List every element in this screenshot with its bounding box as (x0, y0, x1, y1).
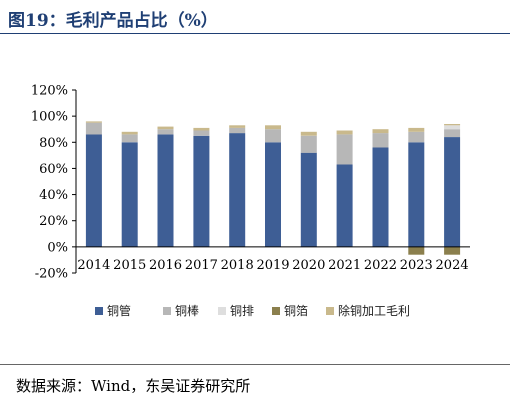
x-tick-label: 2024 (436, 258, 469, 273)
legend: 铜管 铜棒 铜排 铜箔 除铜加工毛利 (95, 303, 410, 318)
bar-segment (372, 147, 389, 247)
y-tick-label: 100% (31, 110, 68, 125)
bar-segment (336, 130, 353, 135)
bar-segment (85, 122, 102, 135)
legend-swatch (272, 307, 280, 315)
legend-label: 铜管 (107, 303, 131, 318)
bar-segment (265, 129, 281, 143)
y-axis: 120% 100% 80% 60% 40% 20% 0% -20% (31, 84, 77, 282)
x-tick-label: 2014 (77, 258, 110, 273)
x-tick-label: 2022 (364, 258, 397, 273)
y-tick-label: 40% (39, 188, 68, 203)
x-tick-label: 2021 (328, 258, 361, 273)
y-tick-label: 80% (39, 136, 68, 151)
stacked-bar-chart: 120%100%80%60%40%20%0%-20% 2014 2015 2016 2… (31, 84, 470, 318)
x-tick-label: 2017 (185, 258, 218, 273)
bar-segment (408, 131, 425, 143)
bar-segment (85, 134, 102, 247)
legend-swatch (163, 307, 171, 315)
bar-segment (300, 131, 317, 136)
bars-layer (85, 121, 461, 255)
bar-segment (229, 127, 246, 134)
bar-segment (193, 130, 210, 136)
legend-swatch (218, 307, 226, 315)
bar-segment (121, 142, 138, 247)
bar-segment (193, 135, 210, 247)
x-tick-label: 2018 (221, 258, 254, 273)
bar-segment (229, 125, 246, 128)
y-tick-label: -20% (35, 267, 68, 282)
bar-segment (229, 133, 246, 247)
bar-segment (372, 133, 389, 148)
title-divider (0, 33, 510, 34)
y-tick-label: 0% (47, 240, 68, 255)
bar-segment (408, 127, 425, 132)
bar-segment (265, 142, 281, 247)
x-tick-label: 2015 (113, 258, 146, 273)
x-tick-label: 2023 (400, 258, 433, 273)
y-tick-label: 60% (39, 162, 68, 177)
legend-label: 铜排 (230, 303, 254, 318)
bar-segment (336, 164, 353, 247)
bar-segment (300, 135, 317, 153)
bar-segment (121, 131, 138, 135)
legend-label: 铜箔 (284, 303, 308, 318)
bar-segment (265, 125, 281, 130)
bar-segment (444, 129, 461, 137)
x-tick-label: 2020 (292, 258, 325, 273)
bar-segment (444, 125, 461, 130)
bar-segment (193, 127, 210, 131)
bar-segment (85, 121, 102, 123)
source-note: 数据来源：Wind，东吴证券研究所 (16, 377, 251, 395)
bar-segment (444, 124, 461, 126)
x-tick-label: 2016 (149, 258, 182, 273)
bar-segment (444, 137, 461, 247)
legend-label: 除铜加工毛利 (338, 303, 410, 318)
source-divider (0, 364, 510, 365)
y-tick-label: 20% (39, 214, 68, 229)
bar-segment (157, 126, 174, 130)
x-axis: 2014 2015 2016 2017 2018 2019 2020 2021 2022 2023… (76, 246, 470, 273)
legend-swatch (326, 307, 334, 315)
bar-segment (157, 134, 174, 247)
bar-segment (300, 152, 317, 247)
bar-segment (372, 129, 389, 134)
x-tick-label: 2019 (256, 258, 289, 273)
bar-segment (444, 246, 461, 255)
bar-segment (336, 134, 353, 165)
legend-label: 铜棒 (175, 303, 199, 318)
bar-segment (408, 246, 425, 255)
bar-segment (121, 134, 138, 143)
legend-swatch (95, 307, 103, 315)
chart-title: 图19：毛利产品占比（%） (8, 11, 218, 31)
y-tick-label: 120% (31, 84, 68, 99)
bar-segment (408, 142, 425, 247)
bar-segment (157, 129, 174, 135)
